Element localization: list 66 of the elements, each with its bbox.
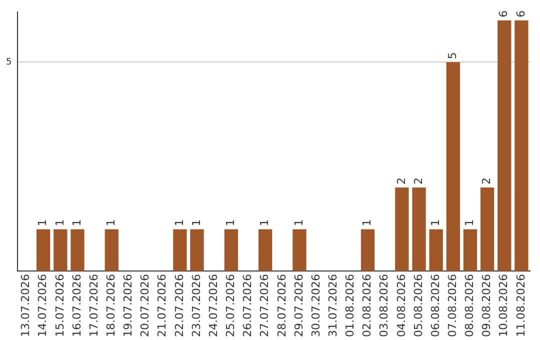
x-tick-label: 23.07.2026 — [190, 274, 203, 338]
x-tick-label: 03.08.2026 — [378, 274, 391, 338]
x-tick-label: 14.07.2026 — [36, 274, 50, 338]
x-tick-label: 05.08.2026 — [412, 274, 425, 338]
data-label: 1 — [53, 219, 66, 226]
bar — [429, 229, 443, 272]
x-tick-label: 21.07.2026 — [156, 274, 169, 338]
x-tick-label: 31.07.2026 — [326, 274, 340, 338]
x-tick-label: 17.07.2026 — [87, 274, 100, 338]
data-label: 1 — [172, 219, 186, 226]
x-tick-label: 18.07.2026 — [104, 274, 118, 338]
data-label: 5 — [446, 52, 460, 60]
x-tick-label: 22.07.2026 — [172, 274, 186, 338]
bar — [463, 229, 478, 272]
data-label: 1 — [70, 219, 84, 226]
bar — [173, 229, 187, 272]
data-label: 1 — [104, 219, 118, 226]
x-tick-label: 02.08.2026 — [360, 274, 374, 338]
data-label: 1 — [36, 219, 50, 226]
data-label: 1 — [190, 219, 203, 226]
data-label: 1 — [292, 219, 306, 226]
bar — [190, 229, 204, 272]
data-label: 2 — [412, 177, 425, 184]
bar — [480, 187, 494, 272]
x-tick-label: 13.07.2026 — [19, 274, 32, 338]
data-label: 1 — [463, 219, 476, 226]
data-label: 1 — [360, 219, 374, 226]
bar — [258, 229, 272, 272]
data-label: 1 — [428, 219, 442, 226]
bar — [224, 229, 238, 272]
x-tick-label: 24.07.2026 — [206, 274, 220, 338]
x-tick-label: 07.08.2026 — [446, 274, 460, 338]
x-tick-label: 11.08.2026 — [514, 274, 528, 338]
x-tick-label: 20.07.2026 — [138, 274, 152, 338]
x-tick-label: 09.08.2026 — [480, 274, 494, 338]
x-tick-label: 06.08.2026 — [428, 274, 442, 338]
data-label: 1 — [224, 219, 238, 226]
bar — [395, 187, 409, 272]
data-label: 6 — [514, 10, 528, 18]
data-label: 1 — [258, 219, 272, 226]
bar — [70, 229, 84, 272]
bar — [54, 229, 68, 272]
data-label: 2 — [394, 177, 408, 184]
bar — [412, 187, 426, 272]
x-tick-label: 25.07.2026 — [224, 274, 238, 338]
x-tick-label: 10.08.2026 — [497, 274, 510, 338]
bar — [498, 20, 512, 272]
x-tick-label: 30.07.2026 — [309, 274, 322, 338]
bar — [104, 229, 118, 272]
bar — [360, 229, 375, 272]
bar — [514, 20, 528, 272]
x-tick-label: 01.08.2026 — [344, 274, 357, 338]
x-tick-label: 28.07.2026 — [275, 274, 288, 338]
bar — [446, 62, 460, 272]
data-label: 2 — [480, 177, 494, 184]
data-label: 6 — [497, 10, 510, 18]
x-tick-label: 04.08.2026 — [394, 274, 408, 338]
bar — [36, 229, 50, 272]
bar — [292, 229, 306, 272]
x-tick-label: 16.07.2026 — [70, 274, 84, 338]
x-tick-label: 27.07.2026 — [258, 274, 272, 338]
x-tick-label: 19.07.2026 — [122, 274, 135, 338]
x-tick-label: 26.07.2026 — [241, 274, 254, 338]
x-tick-label: 15.07.2026 — [53, 274, 66, 338]
x-tick-label: 08.08.2026 — [463, 274, 476, 338]
x-tick-label: 29.07.2026 — [292, 274, 306, 338]
